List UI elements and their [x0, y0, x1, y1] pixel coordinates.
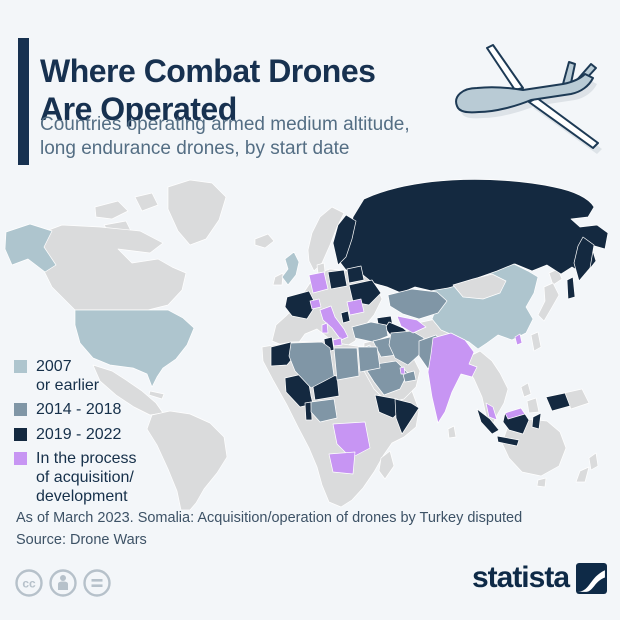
- statista-branding: statista: [472, 561, 607, 595]
- arctic-islands: [94, 200, 129, 220]
- country-uk: [281, 251, 300, 286]
- license-icons: cc: [14, 568, 112, 598]
- country-uzbekistan: [396, 315, 427, 334]
- title-accent-bar: [18, 38, 29, 165]
- country-angola: [328, 451, 356, 475]
- map-layer-2014-2018: [288, 288, 448, 423]
- legend-label: In the process of acquisition/ developme…: [36, 449, 137, 506]
- map-layer-2007-or-earlier: [4, 223, 539, 388]
- country-italy-sardinia: [321, 322, 329, 334]
- legend-swatch-2019-2022: [14, 427, 27, 441]
- legend-label: 2007 or earlier: [36, 358, 100, 395]
- country-switzerland: [309, 298, 322, 310]
- country-mongolia: [452, 273, 507, 300]
- country-new-zealand: [588, 452, 599, 471]
- country-new-zealand: [575, 466, 590, 483]
- region-se-asia: [465, 350, 509, 428]
- country-taiwan: [514, 333, 523, 346]
- legend-item-2014-2018: 2014 - 2018: [14, 400, 137, 419]
- country-libya: [333, 347, 360, 381]
- country-indonesia-sumatra: [476, 408, 500, 435]
- legend: 2007 or earlier 2014 - 2018 2019 - 2022 …: [14, 357, 137, 511]
- country-cuba: [148, 390, 165, 400]
- country-japan: [537, 282, 560, 322]
- country-malaysia-borneo: [504, 407, 526, 420]
- country-kazakhstan: [387, 288, 448, 320]
- country-qatar: [399, 366, 406, 375]
- country-philippines: [520, 382, 532, 398]
- country-saudi-arabia: [366, 360, 409, 396]
- page-subtitle: Countries operating armed medium altitud…: [40, 114, 410, 159]
- country-madagascar: [378, 450, 395, 480]
- country-china: [429, 263, 539, 350]
- region-scandinavia: [307, 206, 345, 272]
- legend-label: 2019 - 2022: [36, 425, 122, 443]
- cc-attribution-icon: [49, 569, 77, 597]
- footer: As of March 2023. Somalia: Acquisition/o…: [16, 507, 522, 551]
- legend-swatch-in-process: [14, 451, 27, 465]
- arctic-islands: [134, 192, 159, 212]
- country-usa-alaska: [4, 223, 57, 273]
- legend-swatch-2007: [14, 360, 27, 373]
- country-indonesia-java: [496, 435, 520, 447]
- country-romania: [346, 298, 365, 316]
- country-dr-congo: [332, 421, 371, 459]
- country-russia: [338, 179, 609, 294]
- country-somalia: [394, 398, 420, 435]
- country-nigeria: [310, 398, 338, 423]
- country-algeria: [288, 341, 335, 389]
- country-russia-sakhalin: [566, 276, 576, 300]
- country-poland: [327, 269, 348, 290]
- cc-nd-icon: [83, 569, 111, 597]
- country-belarus: [346, 265, 365, 284]
- country-denmark: [316, 262, 326, 274]
- country-russia-kamchatka: [573, 236, 595, 282]
- country-togo-benin: [304, 401, 313, 421]
- statista-logo-icon: [576, 562, 607, 594]
- country-germany-netherlands: [308, 271, 329, 294]
- footer-source: Source: Drone Wars: [16, 532, 147, 549]
- country-finland: [332, 214, 357, 266]
- legend-item-2019-2022: 2019 - 2022: [14, 425, 137, 444]
- cc-icon: cc: [15, 569, 43, 597]
- country-philippines: [526, 397, 540, 414]
- country-canada: [29, 224, 187, 311]
- country-serbia: [340, 310, 351, 324]
- continent-south-america: [146, 410, 228, 510]
- country-sri-lanka: [447, 425, 457, 439]
- legend-item-2007-or-earlier: 2007 or earlier: [14, 357, 137, 395]
- country-ireland: [272, 272, 284, 286]
- country-uae: [402, 370, 417, 383]
- world-map: [4, 179, 609, 510]
- footer-note: As of March 2023. Somalia: Acquisition/o…: [16, 510, 523, 526]
- country-south-korea: [530, 331, 542, 352]
- svg-text:cc: cc: [22, 577, 36, 591]
- country-italy: [319, 305, 349, 341]
- country-turkey: [351, 321, 389, 343]
- country-usa: [74, 309, 195, 388]
- legend-item-in-process: In the process of acquisition/ developme…: [14, 449, 137, 507]
- map-layer-in-process: [308, 271, 526, 475]
- country-iceland: [254, 233, 275, 249]
- country-indonesia-sulawesi: [531, 412, 542, 430]
- country-italy-sicily: [332, 337, 343, 347]
- country-ukraine: [348, 279, 382, 306]
- country-india: [427, 332, 478, 424]
- drone-icon: [455, 44, 602, 154]
- country-indonesia-west-papua: [545, 392, 571, 412]
- page-title: Where Combat Drones Are Operated: [40, 53, 376, 128]
- country-greenland: [167, 179, 227, 246]
- country-egypt: [357, 346, 381, 373]
- country-malaysia-peninsula: [485, 402, 498, 421]
- legend-label: 2014 - 2018: [36, 401, 122, 419]
- country-australia-tasmania: [536, 477, 547, 488]
- statista-wordmark: statista: [471, 561, 570, 594]
- country-france: [284, 290, 317, 320]
- legend-swatch-2014-2018: [14, 403, 27, 417]
